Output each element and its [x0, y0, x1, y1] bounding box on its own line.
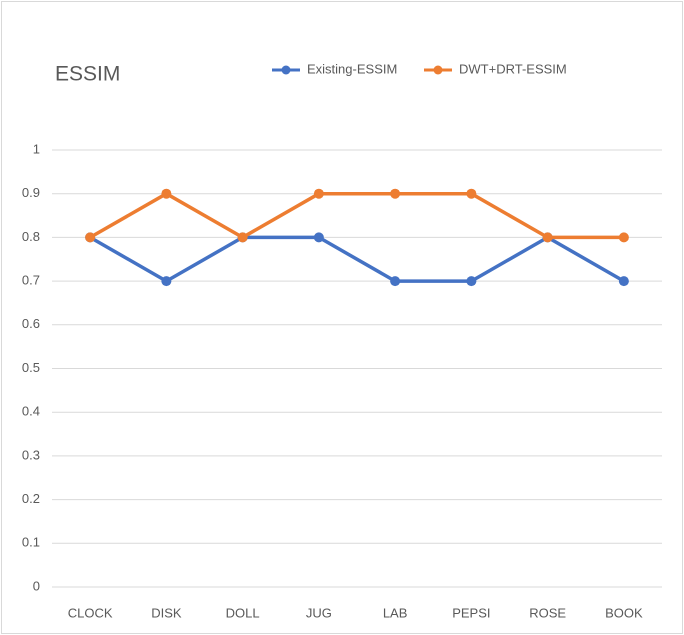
y-tick-label: 0.6 [22, 316, 40, 331]
y-tick-label: 0.5 [22, 360, 40, 375]
legend-label: DWT+DRT-ESSIM [459, 61, 567, 76]
x-tick-label: CLOCK [68, 605, 113, 620]
chart-title: ESSIM [55, 63, 120, 86]
point-marker [466, 276, 477, 287]
x-tick-label: JUG [306, 605, 332, 620]
y-tick-label: 0.1 [22, 535, 40, 550]
legend-marker [281, 65, 291, 75]
y-tick-label: 1 [33, 141, 40, 156]
point-marker [618, 232, 629, 243]
point-marker [466, 188, 477, 199]
y-tick-label: 0.8 [22, 229, 40, 244]
y-tick-label: 0 [33, 578, 40, 593]
y-tick-label: 0.4 [22, 404, 40, 419]
point-marker [313, 188, 324, 199]
y-tick-label: 0.7 [22, 273, 40, 288]
y-tick-label: 0.9 [22, 185, 40, 200]
legend-label: Existing-ESSIM [307, 61, 397, 76]
x-tick-label: BOOK [605, 605, 643, 620]
series-line [89, 191, 624, 240]
series-line [89, 235, 625, 283]
point-marker [161, 276, 172, 287]
legend-marker [433, 65, 443, 75]
point-marker [85, 232, 96, 243]
point-marker [161, 188, 172, 199]
x-tick-label: DISK [151, 605, 182, 620]
y-tick-label: 0.2 [22, 491, 40, 506]
point-marker [542, 232, 553, 243]
point-marker [237, 232, 248, 243]
point-marker [390, 188, 401, 199]
x-tick-label: DOLL [226, 605, 260, 620]
point-marker [390, 276, 401, 287]
x-tick-label: ROSE [529, 605, 566, 620]
x-tick-label: LAB [383, 605, 408, 620]
x-tick-label: PEPSI [452, 605, 490, 620]
y-tick-label: 0.3 [22, 447, 40, 462]
point-marker [313, 232, 324, 243]
point-marker [618, 276, 629, 287]
